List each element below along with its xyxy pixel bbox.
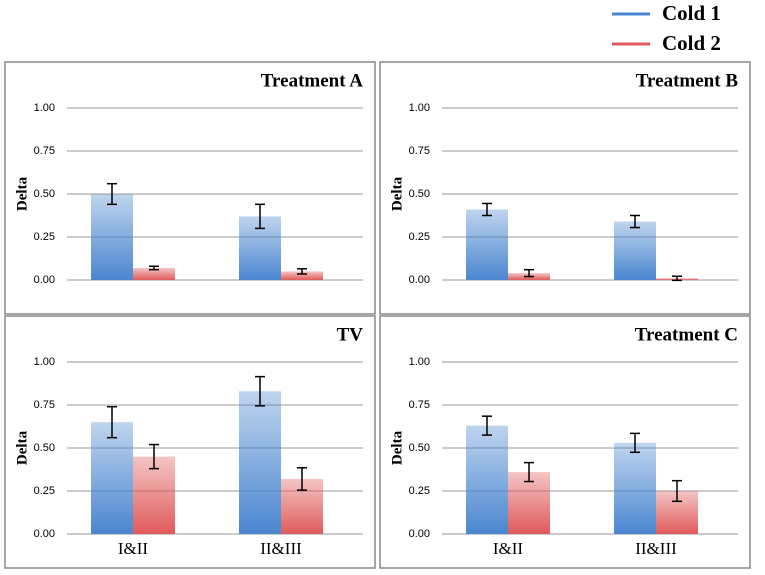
panel-frame: [4, 315, 376, 569]
y-tick-label: 0.00: [409, 528, 430, 540]
y-tick-label: 0.25: [34, 485, 55, 497]
error-bar: [107, 405, 117, 439]
x-tick-label: I&II: [118, 539, 149, 558]
y-tick-label: 1.00: [409, 102, 430, 114]
y-axis-label: Delta: [14, 430, 30, 465]
legend-label: Cold 2: [662, 31, 721, 55]
y-tick-label: 0.50: [34, 442, 55, 454]
error-bar: [107, 182, 117, 206]
error-bar: [297, 467, 307, 491]
bar: [133, 267, 175, 280]
bar: [91, 422, 133, 534]
x-tick-label: II&III: [260, 539, 302, 558]
error-bar: [672, 479, 682, 503]
bar: [239, 391, 281, 534]
y-tick-label: 0.50: [409, 188, 430, 200]
legend-label: Cold 1: [662, 1, 721, 25]
bar: [614, 221, 656, 280]
y-tick-label: 1.00: [34, 102, 55, 114]
error-bar: [482, 202, 492, 217]
y-tick-label: 0.25: [409, 485, 430, 497]
bar: [466, 425, 508, 534]
panel-frame: [4, 61, 376, 315]
x-tick-label: II&III: [635, 539, 677, 558]
y-tick-label: 1.00: [409, 356, 430, 368]
error-bar: [149, 265, 159, 271]
y-tick-label: 0.75: [34, 145, 55, 157]
panel-title: Treatment B: [636, 70, 739, 91]
error-bar: [255, 203, 265, 230]
x-tick-label: I&II: [493, 539, 524, 558]
y-axis-label: Delta: [14, 176, 30, 211]
y-tick-label: 0.00: [34, 528, 55, 540]
y-axis-label: Delta: [389, 430, 405, 465]
error-bar: [524, 461, 534, 483]
error-bar: [630, 432, 640, 454]
y-axis-label: Delta: [389, 176, 405, 211]
error-bar: [482, 415, 492, 436]
bar: [91, 194, 133, 280]
error-bar: [255, 375, 265, 407]
error-bar: [297, 268, 307, 275]
y-tick-label: 0.50: [409, 442, 430, 454]
bar: [508, 472, 550, 534]
y-tick-label: 0.25: [34, 231, 55, 243]
error-bar: [672, 275, 682, 282]
panel-title: Treatment C: [635, 324, 738, 345]
y-tick-label: 0.75: [409, 145, 430, 157]
panel-frame: [379, 315, 751, 569]
y-tick-label: 0.75: [409, 399, 430, 411]
y-tick-label: 1.00: [34, 356, 55, 368]
y-tick-label: 0.00: [409, 274, 430, 286]
y-tick-label: 0.25: [409, 231, 430, 243]
bar: [466, 209, 508, 280]
panel-title: Treatment A: [261, 70, 363, 91]
y-tick-label: 0.00: [34, 274, 55, 286]
y-tick-label: 0.50: [34, 188, 55, 200]
bar: [614, 442, 656, 534]
panel-title: TV: [337, 324, 364, 345]
bar: [281, 271, 323, 280]
bar: [133, 456, 175, 534]
error-bar: [149, 443, 159, 470]
y-tick-label: 0.75: [34, 399, 55, 411]
error-bar: [524, 268, 534, 278]
panel-frame: [379, 61, 751, 315]
error-bar: [630, 214, 640, 229]
